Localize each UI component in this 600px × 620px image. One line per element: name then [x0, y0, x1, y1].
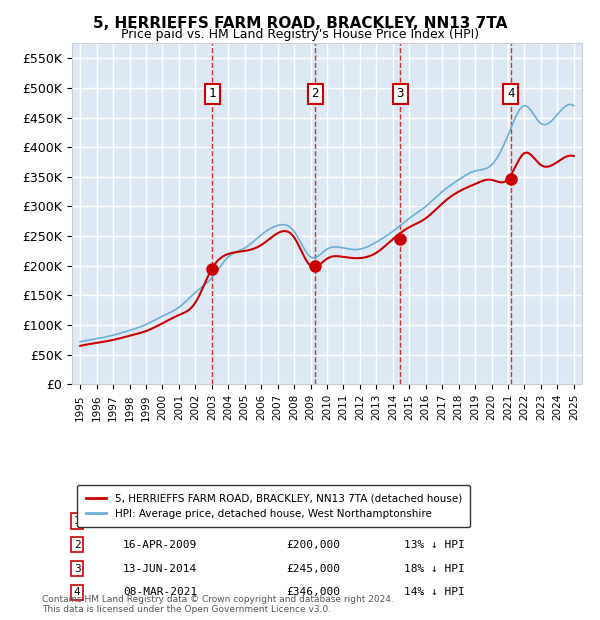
Text: 1: 1 [74, 516, 80, 526]
Text: £195,000: £195,000 [286, 516, 340, 526]
Text: 4: 4 [74, 587, 80, 598]
Text: 08-MAR-2021: 08-MAR-2021 [123, 587, 197, 598]
Text: 7% ↓ HPI: 7% ↓ HPI [404, 516, 458, 526]
Text: £200,000: £200,000 [286, 539, 340, 550]
Text: Price paid vs. HM Land Registry's House Price Index (HPI): Price paid vs. HM Land Registry's House … [121, 28, 479, 41]
Text: 2: 2 [311, 87, 319, 100]
Text: 4: 4 [507, 87, 515, 100]
Text: 18% ↓ HPI: 18% ↓ HPI [404, 564, 464, 574]
Text: This data is licensed under the Open Government Licence v3.0.: This data is licensed under the Open Gov… [42, 604, 331, 614]
Text: Contains HM Land Registry data © Crown copyright and database right 2024.: Contains HM Land Registry data © Crown c… [42, 595, 394, 604]
Text: 3: 3 [397, 87, 404, 100]
Text: 3: 3 [74, 564, 80, 574]
Text: 16-APR-2009: 16-APR-2009 [123, 539, 197, 550]
Text: £245,000: £245,000 [286, 564, 340, 574]
Text: £346,000: £346,000 [286, 587, 340, 598]
Text: 5, HERRIEFFS FARM ROAD, BRACKLEY, NN13 7TA: 5, HERRIEFFS FARM ROAD, BRACKLEY, NN13 7… [93, 16, 507, 30]
Text: 1: 1 [209, 87, 216, 100]
Legend: 5, HERRIEFFS FARM ROAD, BRACKLEY, NN13 7TA (detached house), HPI: Average price,: 5, HERRIEFFS FARM ROAD, BRACKLEY, NN13 7… [77, 485, 470, 527]
Text: 14% ↓ HPI: 14% ↓ HPI [404, 587, 464, 598]
Text: 17-JAN-2003: 17-JAN-2003 [123, 516, 197, 526]
Text: 13-JUN-2014: 13-JUN-2014 [123, 564, 197, 574]
Text: 13% ↓ HPI: 13% ↓ HPI [404, 539, 464, 550]
Text: 2: 2 [74, 539, 80, 550]
